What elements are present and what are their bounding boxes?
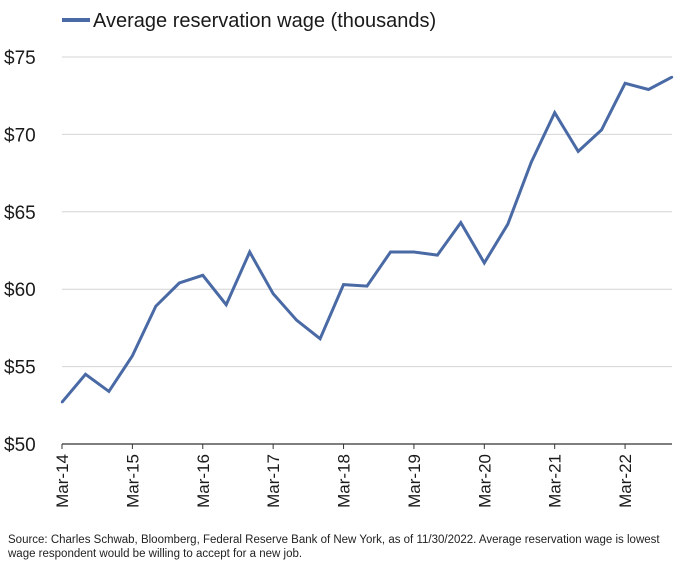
source-note: Source: Charles Schwab, Bloomberg, Feder… xyxy=(8,534,660,560)
y-tick-label: $70 xyxy=(4,125,36,146)
y-tick-label: $65 xyxy=(4,203,36,224)
y-tick-label: $55 xyxy=(4,358,36,379)
data-point xyxy=(576,150,580,153)
data-point xyxy=(60,401,64,404)
data-point xyxy=(248,250,251,254)
data-point xyxy=(459,221,463,224)
legend: Average reservation wage (thousands) xyxy=(62,10,436,32)
legend-label: Average reservation wage (thousands) xyxy=(93,10,436,32)
series-group xyxy=(60,75,674,404)
data-point xyxy=(412,250,416,254)
data-point xyxy=(271,292,275,296)
series-line xyxy=(60,75,673,404)
data-point xyxy=(647,88,650,91)
data-point xyxy=(623,82,627,85)
y-tick-label: $60 xyxy=(4,280,36,301)
x-tick-label: Mar-16 xyxy=(194,454,213,508)
data-point xyxy=(506,222,509,226)
y-tick-label: $50 xyxy=(4,435,36,456)
data-point xyxy=(600,128,603,131)
data-point xyxy=(342,283,345,286)
data-point xyxy=(389,250,392,254)
x-tick-label: Mar-21 xyxy=(546,454,565,508)
data-point xyxy=(178,281,181,285)
data-point xyxy=(201,274,204,277)
y-tick-label: $75 xyxy=(4,48,36,69)
x-tick-label: Mar-22 xyxy=(616,454,635,508)
x-tick-label: Mar-15 xyxy=(123,454,142,508)
data-point xyxy=(483,261,486,265)
data-point xyxy=(670,75,674,79)
data-point xyxy=(436,253,439,257)
x-tick-label: Mar-19 xyxy=(405,454,424,508)
data-point xyxy=(154,305,158,308)
data-point xyxy=(530,161,533,164)
data-point xyxy=(365,284,369,288)
data-point xyxy=(107,390,111,393)
x-tick-label: Mar-14 xyxy=(53,454,72,508)
gridlines xyxy=(62,56,672,445)
x-axis: Mar-14 Mar-15 Mar-16 Mar-17 Mar-18 Mar-19 Mar-… xyxy=(53,444,635,508)
data-point xyxy=(295,318,298,322)
data-point xyxy=(131,354,134,357)
y-axis: $50 $55 $60 $65 $70 $75 xyxy=(4,48,36,456)
x-tick-label: Mar-18 xyxy=(335,454,354,508)
data-point xyxy=(225,303,228,306)
x-tick-label: Mar-20 xyxy=(475,454,494,508)
x-tick-label: Mar-17 xyxy=(264,454,283,508)
data-point xyxy=(553,111,556,114)
data-point xyxy=(318,337,322,340)
data-point xyxy=(84,373,87,376)
